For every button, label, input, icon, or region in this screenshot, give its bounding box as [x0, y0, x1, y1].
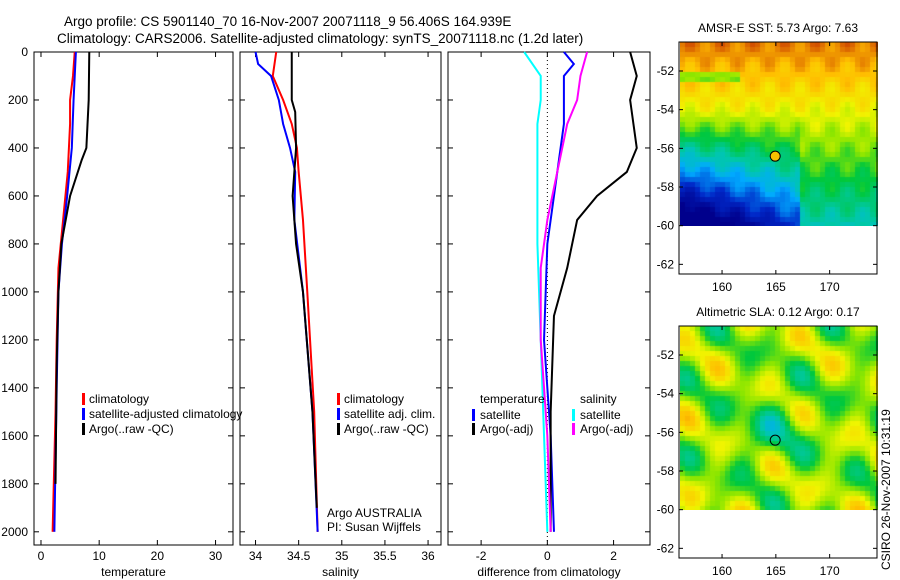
map-y-tick-label: -52: [657, 64, 675, 78]
x-axis-label: temperature: [101, 565, 166, 579]
map-x-tick-label: 165: [766, 564, 786, 578]
salinity-annotation-2: PI: Susan Wijffels: [327, 520, 421, 534]
map-y-tick-label: -52: [657, 348, 675, 362]
x-axis-label: salinity: [322, 565, 359, 579]
legend-entry: Argo(..raw -QC): [89, 422, 174, 436]
series-line-salinity-argo-adj-: [539, 51, 589, 532]
legend-swatch: [82, 423, 85, 435]
legend-swatch: [572, 423, 575, 435]
series-line-salinity-satellite: [523, 51, 549, 532]
series-line-satellite-adj-clim-: [254, 51, 319, 532]
y-tick-label: 1200: [1, 333, 28, 347]
y-tick-label: 1800: [1, 477, 28, 491]
map-y-tick-label: -60: [657, 503, 675, 517]
x-tick-label: 35: [335, 549, 349, 563]
y-tick-label: 200: [8, 93, 28, 107]
legend-swatch: [337, 423, 340, 435]
map-y-tick-label: -58: [657, 180, 675, 194]
argo-position-marker: [769, 434, 781, 446]
plot-frame-2: [447, 51, 651, 546]
y-tick-label: 0: [21, 45, 28, 59]
x-tick-label: 35.5: [373, 549, 397, 563]
legend-entry: climatology: [344, 392, 404, 406]
map-x-tick-label: 165: [766, 280, 786, 294]
salinity-annotation-1: Argo AUSTRALIA: [327, 506, 422, 520]
map-x-tick-label: 160: [712, 564, 732, 578]
series-line-argo-raw-qc-: [290, 52, 318, 508]
legend-group-title: temperature: [480, 392, 545, 406]
x-tick-label: 34.5: [287, 549, 311, 563]
map-y-tick-label: -58: [657, 464, 675, 478]
y-tick-label: 600: [8, 189, 28, 203]
sst-map-field: [680, 42, 878, 226]
y-tick-label: 1600: [1, 429, 28, 443]
x-tick-label: 30: [209, 549, 223, 563]
series-line-argo-raw-qc-: [54, 51, 91, 484]
map-y-tick-label: -56: [657, 141, 675, 155]
x-tick-label: 0: [544, 549, 551, 563]
y-tick-label: 1400: [1, 381, 28, 395]
legend-swatch: [82, 393, 85, 405]
legend-entry: satellite-adjusted climatology: [89, 407, 242, 421]
map-x-tick-label: 170: [820, 280, 840, 294]
legend-swatch: [572, 409, 575, 421]
x-tick-label: 36: [421, 549, 435, 563]
x-tick-label: 34: [249, 549, 263, 563]
x-tick-label: 0: [38, 549, 45, 563]
footer-stamp: CSIRO 26-Nov-2007 10:31:19: [879, 409, 893, 570]
y-tick-label: 1000: [1, 285, 28, 299]
x-tick-label: 2: [610, 549, 617, 563]
sla-map-field: [680, 326, 878, 510]
legend-swatch: [337, 408, 340, 420]
map-y-tick-label: -62: [657, 541, 675, 555]
legend-entry: satellite adj. clim.: [344, 407, 435, 421]
map-y-tick-label: -54: [657, 103, 675, 117]
map-y-tick-label: -62: [657, 257, 675, 271]
x-tick-label: 20: [151, 549, 165, 563]
legend-entry: Argo(-adj): [580, 422, 633, 436]
map-x-tick-label: 160: [712, 280, 732, 294]
title-line1: Argo profile: CS 5901140_70 16-Nov-2007 …: [64, 14, 511, 29]
x-axis-label: difference from climatology: [477, 565, 620, 579]
y-tick-label: 400: [8, 141, 28, 155]
legend-entry: Argo(-adj): [480, 422, 533, 436]
legend-swatch: [472, 409, 475, 421]
y-tick-label: 2000: [1, 525, 28, 539]
sst-map-title: AMSR-E SST: 5.73 Argo: 7.63: [698, 21, 858, 35]
map-y-tick-label: -54: [657, 387, 675, 401]
map-x-tick-label: 170: [820, 564, 840, 578]
legend-entry: climatology: [89, 392, 149, 406]
legend-entry: Argo(..raw -QC): [344, 422, 429, 436]
legend-swatch: [337, 393, 340, 405]
map-frame-1: [678, 325, 878, 559]
y-tick-label: 800: [8, 237, 28, 251]
legend-swatch: [472, 423, 475, 435]
legend-swatch: [82, 408, 85, 420]
map-y-tick-label: -60: [657, 219, 675, 233]
series-line-climatology: [271, 51, 319, 532]
legend-group-title: salinity: [580, 392, 617, 406]
title-line2: Climatology: CARS2006. Satellite-adjuste…: [57, 31, 583, 46]
x-tick-label: 10: [92, 549, 106, 563]
map-frame-0: [678, 41, 878, 275]
plot-frame-0: [33, 51, 234, 546]
map-y-tick-label: -56: [657, 425, 675, 439]
legend-entry: satellite: [580, 408, 621, 422]
argo-position-marker: [769, 150, 781, 162]
series-line-temperature-argo-adj-: [549, 51, 638, 532]
x-tick-label: -2: [476, 549, 487, 563]
legend-entry: satellite: [480, 408, 521, 422]
plot-frame-1: [239, 51, 442, 546]
sla-map-title: Altimetric SLA: 0.12 Argo: 0.17: [696, 305, 860, 319]
